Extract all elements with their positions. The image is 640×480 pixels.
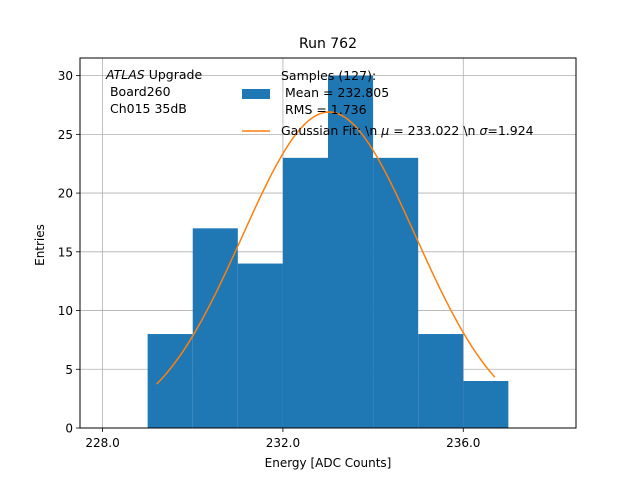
histogram-bar [147,334,193,428]
legend-hist-line-2: Mean = 232.805 [281,85,389,100]
histogram-bar [463,381,509,428]
atlas-annotation: ATLAS Upgrade Board260 Ch015 35dB [105,67,202,116]
gaussian-fit [156,111,496,385]
plot-frame [79,57,577,429]
legend: Samples (127): Mean = 232.805 RMS = 1.73… [242,68,534,138]
legend-hist-swatch [242,89,270,99]
y-tick-label: 5 [65,363,73,377]
histogram-bar [192,228,238,428]
histogram-bar [237,263,283,428]
chart-title: Run 762 [299,36,357,52]
x-tick-label: 228.0 [85,436,119,450]
legend-hist-line-1: Samples (127): [281,68,376,83]
histogram-bars [147,75,509,429]
y-axis-label: Entries [33,224,47,266]
annotation-upgrade: Upgrade [145,67,203,82]
annotation-line-3: Ch015 35dB [106,101,187,116]
annotation-line-1: ATLAS Upgrade [105,67,202,82]
legend-fit-label: Gaussian Fit: \n μ = 233.022 \n σ=1.924 [281,123,534,138]
legend-fit-end: =1.924 [487,123,533,138]
histogram-bar [418,334,464,428]
x-axis-label: Energy [ADC Counts] [265,456,392,470]
annotation-atlas: ATLAS [105,67,145,82]
histogram-bar [328,75,374,428]
y-tick-label: 30 [58,69,73,83]
axis-ticks: 228.0 232.0 236.0 0 5 10 15 20 25 30 [58,69,481,450]
histogram-bar [282,157,328,429]
y-tick-label: 25 [58,128,73,142]
x-tick-label: 236.0 [446,436,480,450]
y-tick-label: 10 [58,304,73,318]
x-tick-label: 232.0 [266,436,300,450]
legend-fit-mid: = 233.022 \n [389,123,479,138]
legend-fit-sigma: σ [479,123,488,138]
annotation-line-2: Board260 [106,84,171,99]
y-tick-label: 0 [65,422,73,436]
histogram-bar [373,157,419,429]
y-tick-label: 20 [58,187,73,201]
legend-fit-prefix: Gaussian Fit: \n [281,123,381,138]
legend-fit-mu: μ [380,123,389,138]
legend-hist-line-3: RMS = 1.736 [281,102,367,117]
y-tick-label: 15 [58,245,73,259]
gaussian-fit-curve [156,111,496,385]
